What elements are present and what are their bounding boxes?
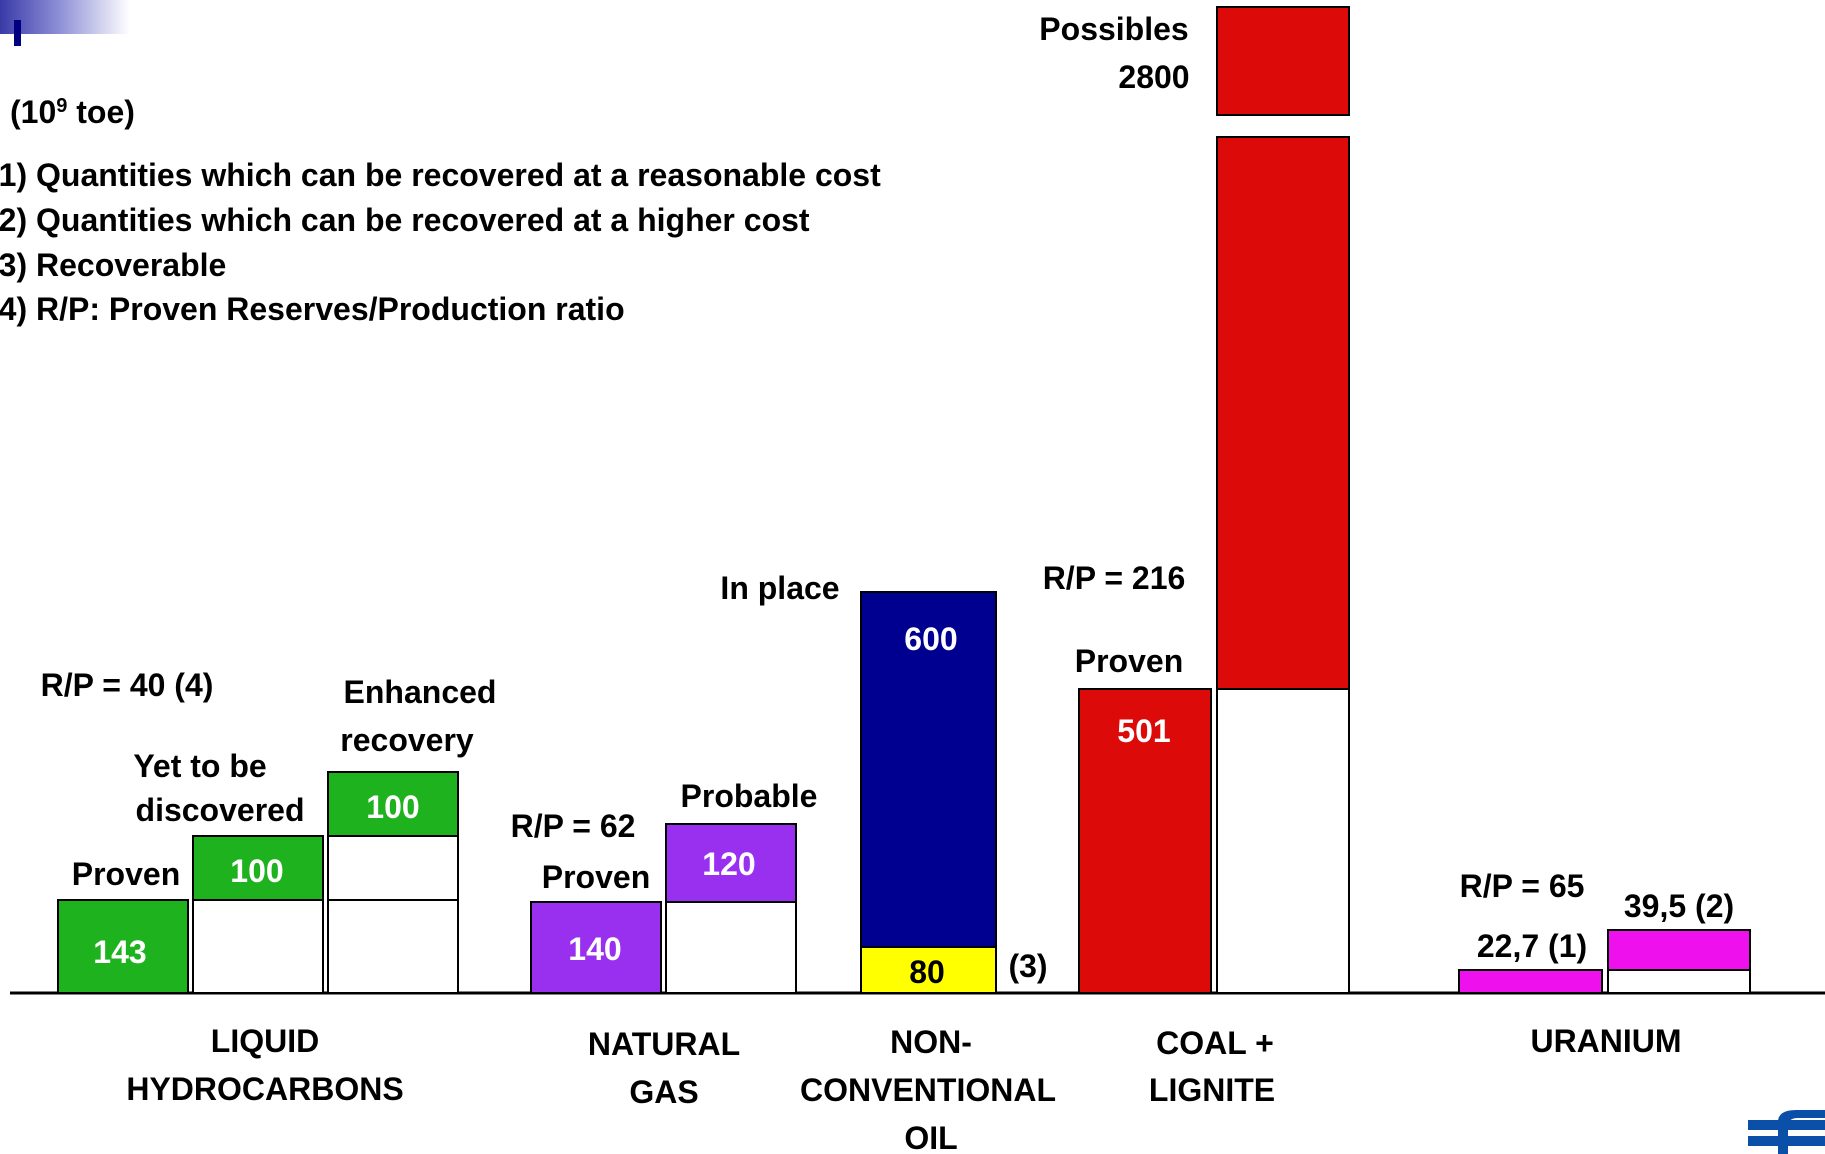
title-gradient-decoration	[0, 0, 130, 34]
rp-uranium: R/P = 65	[1460, 868, 1585, 904]
value-uranium-higher: 39,5 (2)	[1624, 888, 1734, 924]
category-gas-1: NATURAL	[588, 1026, 740, 1062]
title-accent-bar	[14, 20, 21, 46]
bar-nonconv-recoverable	[860, 946, 997, 994]
bar-gas-prob-lower	[665, 901, 797, 994]
bar-uranium-higher	[1607, 929, 1751, 971]
bar-uranium-higher-lower	[1607, 969, 1751, 994]
value-liquid-yet: 100	[230, 853, 283, 889]
company-logo	[1748, 1108, 1825, 1154]
label-nonconv-recoverable: (3)	[1008, 948, 1047, 984]
value-liquid-enhanced: 100	[366, 789, 419, 825]
unit-label: (109 toe)	[10, 94, 135, 130]
bar-coal-proven	[1078, 688, 1212, 994]
category-gas-2: GAS	[629, 1074, 698, 1110]
value-nonconv-in-place: 600	[904, 621, 957, 657]
label-coal-possibles-1: Possibles	[1039, 11, 1188, 47]
label-gas-probable: Probable	[681, 778, 818, 814]
category-uranium-1: URANIUM	[1530, 1023, 1681, 1059]
bar-coal-poss-lower	[1216, 688, 1350, 994]
category-coal-2: LIGNITE	[1149, 1072, 1275, 1108]
bar-coal-possibles-top	[1216, 6, 1350, 116]
note-4: (4) R/P: Proven Reserves/Production rati…	[0, 291, 625, 327]
note-3: (3) Recoverable	[0, 247, 226, 283]
value-gas-probable: 120	[702, 846, 755, 882]
value-uranium-reasonable: 22,7 (1)	[1477, 928, 1587, 964]
bar-liquid-yet-lower	[192, 899, 324, 994]
label-gas-proven: Proven	[542, 859, 650, 895]
label-liquid-yet-2: discovered	[136, 792, 305, 828]
category-liquid-2: HYDROCARBONS	[126, 1071, 403, 1107]
label-liquid-yet-1: Yet to be	[133, 748, 266, 784]
label-liquid-proven: Proven	[72, 856, 180, 892]
bar-gas-proven	[530, 901, 662, 994]
label-coal-proven: Proven	[1075, 643, 1183, 679]
bar-uranium-reasonable	[1458, 969, 1603, 994]
label-liquid-enh-2: recovery	[340, 722, 474, 758]
label-nonconv-in-place: In place	[720, 570, 839, 606]
label-liquid-enh-1: Enhanced	[344, 674, 497, 710]
bar-liquid-enhanced-recovery	[327, 771, 459, 837]
bar-liquid-enh-lower	[327, 899, 459, 994]
category-liquid-1: LIQUID	[211, 1023, 319, 1059]
value-coal-proven: 501	[1117, 713, 1170, 749]
bar-liquid-proven	[57, 899, 189, 994]
value-liquid-proven: 143	[93, 934, 146, 970]
bar-coal-possibles	[1216, 136, 1350, 690]
category-nonconv-1: NON-	[890, 1024, 972, 1060]
bar-liquid-yet-discovered	[192, 835, 324, 901]
category-nonconv-2: CONVENTIONAL	[800, 1072, 1056, 1108]
rp-coal: R/P = 216	[1043, 560, 1186, 596]
note-1: (1) Quantities which can be recovered at…	[0, 157, 881, 193]
bar-gas-probable	[665, 823, 797, 903]
category-nonconv-3: OIL	[904, 1120, 957, 1154]
bar-liquid-enh-mid	[327, 835, 459, 901]
value-gas-proven: 140	[568, 931, 621, 967]
value-nonconv-recoverable: 80	[909, 954, 945, 990]
rp-liquid: R/P = 40 (4)	[41, 667, 214, 703]
note-2: (2) Quantities which can be recovered at…	[0, 202, 810, 238]
rp-gas: R/P = 62	[511, 808, 636, 844]
label-coal-possibles-2: 2800	[1118, 59, 1189, 95]
category-coal-1: COAL +	[1156, 1025, 1274, 1061]
